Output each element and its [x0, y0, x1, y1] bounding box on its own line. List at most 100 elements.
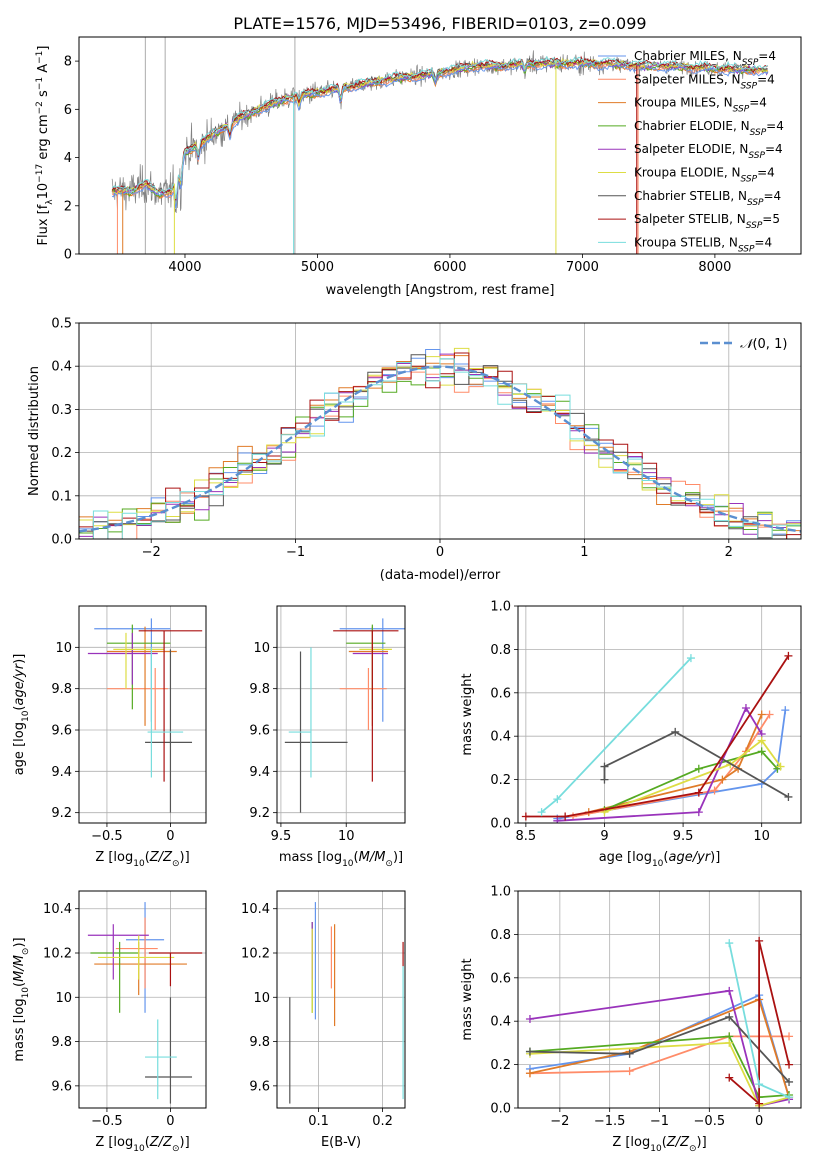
x-axis-label: E(B-V) [321, 1135, 361, 1150]
weight-point-marker [553, 816, 562, 823]
mass-vs-ebv-panel: 0.1 0.2 9.6 9.8 10 10.2 10.4 E(B-V) [241, 890, 406, 1150]
residuals-panel: −2 −1 0 1 2 0.0 0.1 0.2 0.3 0.4 0.5 𝒩(0, 1) (data-mo… [27, 317, 802, 583]
legend-label: Chabrier MILES, NSSP=4 [634, 49, 776, 68]
weight-point-marker [757, 710, 766, 719]
y-tick-label: 2 [64, 199, 72, 214]
weight-point-marker [710, 786, 719, 795]
x-tick-label: 0 [166, 829, 174, 844]
weight-series-line [728, 940, 790, 1106]
legend-label: Kroupa MILES, NSSP=4 [634, 96, 767, 115]
legend-label: Kroupa ELODIE, NSSP=4 [634, 166, 775, 185]
weight-point-marker [781, 706, 790, 715]
x-tick-label: 5000 [301, 260, 334, 275]
x-tick-label: 1 [580, 545, 588, 560]
y-tick-label: 6 [64, 103, 72, 118]
y-tick-label: 0.1 [51, 489, 72, 504]
weight-series-line [588, 714, 763, 813]
plot-area [111, 37, 769, 254]
weight-point-marker [525, 1069, 534, 1078]
weight-series-line [603, 730, 789, 798]
weight-series-line [557, 710, 787, 820]
x-axis-label: (data-model)/error [380, 568, 501, 583]
y-tick-label: 0.4 [490, 1015, 511, 1030]
weight-point-marker [757, 747, 766, 756]
weight-point-marker [785, 1032, 794, 1041]
x-tick-label: 7000 [566, 260, 599, 275]
age-vs-mass-panel: 9.5 10 9.2 9.4 9.6 9.8 10 mass [log10(M/M⊙)] [249, 605, 406, 869]
x-tick-label: 0.1 [308, 1114, 329, 1129]
weight-point-marker [625, 1067, 634, 1076]
histogram-series [79, 352, 801, 539]
y-tick-label: 0.2 [490, 1058, 511, 1073]
x-tick-label: −0.5 [91, 1114, 123, 1129]
x-tick-label: 6000 [433, 260, 466, 275]
weight-point-marker [561, 812, 570, 821]
axes-frame [78, 890, 207, 1109]
age-vs-metallicity-panel: −0.5 0 9.2 9.4 9.6 9.8 10 Z [log10(Z/Z⊙)] age [l… [12, 605, 207, 869]
axes-frame [276, 890, 406, 1109]
y-axis-label: mass weight [460, 673, 475, 755]
weight-series-line [572, 714, 771, 818]
weight-point-marker [757, 736, 766, 745]
x-tick-label: 0 [436, 545, 444, 560]
weight-series-line [604, 750, 779, 811]
y-tick-label: 10.4 [43, 902, 72, 917]
weight-vs-metallicity-panel: −2 −1.5 −1 −0.5 0 0.0 0.2 0.4 0.6 0.8 1.0 Z [log10(… [460, 885, 802, 1154]
plot-area [525, 936, 794, 1108]
x-axis-label: wavelength [Angstrom, rest frame] [326, 283, 555, 298]
x-tick-label: 9.5 [271, 829, 292, 844]
y-tick-label: 9.2 [51, 806, 72, 821]
axes-frame [517, 605, 802, 824]
weight-point-marker [725, 1038, 734, 1047]
y-axis-label: Flux [fλ10−17 erg cm−2 s−1 A−1] [35, 46, 55, 246]
x-axis-label: Z [log10(Z/Z⊙)] [95, 1135, 189, 1154]
y-tick-label: 10 [253, 991, 270, 1006]
weight-point-marker [694, 788, 703, 797]
x-tick-label: 9 [600, 829, 608, 844]
x-axis-label: mass [log10(M/M⊙)] [279, 850, 403, 869]
y-tick-label: 1.0 [490, 600, 511, 615]
y-tick-label: 0.8 [490, 928, 511, 943]
legend-label: Salpeter STELIB, NSSP=5 [634, 212, 780, 231]
weight-series-line [529, 1041, 790, 1107]
y-tick-label: 0 [64, 248, 72, 263]
x-tick-label: 0 [166, 1114, 174, 1129]
spectrum-model-line [111, 61, 769, 204]
x-tick-label: 8000 [698, 260, 731, 275]
axes-frame [78, 322, 802, 540]
weight-point-marker [694, 808, 703, 817]
y-tick-label: 10 [55, 641, 72, 656]
x-tick-label: 10 [753, 829, 770, 844]
weight-point-marker [553, 795, 562, 804]
y-tick-label: 9.8 [51, 682, 72, 697]
x-tick-label: 2 [725, 545, 733, 560]
weight-series-line [529, 1035, 790, 1099]
weight-point-marker [741, 703, 750, 712]
weight-vs-age-panel: 8.5 9 9.5 10 0.0 0.2 0.4 0.6 0.8 1.0 age [log10(ag… [460, 600, 802, 869]
weight-point-marker [525, 1015, 534, 1024]
y-tick-label: 0.6 [490, 971, 511, 986]
x-tick-label: 10 [338, 829, 355, 844]
weight-point-marker [686, 654, 695, 663]
y-tick-label: 10 [55, 991, 72, 1006]
weight-point-marker [521, 812, 530, 821]
histogram-series [79, 358, 801, 539]
y-tick-label: 0.2 [51, 446, 72, 461]
y-tick-label: 0.5 [51, 317, 72, 332]
y-tick-label: 10.2 [43, 947, 72, 962]
weight-point-marker [785, 1093, 794, 1102]
legend-label: Salpeter ELODIE, NSSP=4 [634, 142, 783, 161]
spectrum-model-line [111, 61, 769, 209]
y-axis-label: mass [log10(M/M⊙)] [12, 937, 31, 1061]
legend-label: 𝒩(0, 1) [740, 337, 787, 352]
plot-area [284, 618, 405, 813]
y-tick-label: 9.8 [51, 1035, 72, 1050]
spectrum-panel: 4000 5000 6000 7000 8000 0 2 4 6 8 wavelength [Ang… [35, 36, 802, 298]
y-tick-label: 9.6 [249, 724, 270, 739]
weight-point-marker [671, 727, 680, 736]
y-tick-label: 9.8 [249, 1035, 270, 1050]
y-tick-label: 9.6 [249, 1079, 270, 1094]
y-tick-label: 8 [64, 55, 72, 70]
weight-point-marker [784, 792, 793, 801]
x-axis-label: Z [log10(Z/Z⊙)] [612, 1135, 706, 1154]
